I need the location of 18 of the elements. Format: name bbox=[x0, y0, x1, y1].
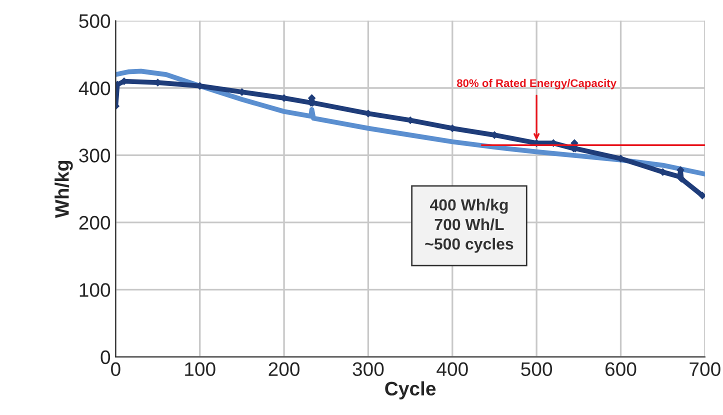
y-tick-label: 400 bbox=[78, 81, 110, 96]
x-tick-label: 600 bbox=[606, 362, 636, 376]
y-tick-label: 0 bbox=[100, 350, 110, 364]
x-tick-label: 700 bbox=[690, 362, 720, 376]
y-tick-label: 500 bbox=[79, 14, 110, 28]
annotation: 80% of Rated Energy/Capacity bbox=[456, 78, 616, 90]
x-tick-label: 500 bbox=[521, 362, 552, 376]
y-tick-label: 300 bbox=[79, 148, 110, 162]
x-tick-label: 100 bbox=[185, 362, 216, 376]
x-axis-title: Cycle bbox=[385, 381, 436, 400]
y-axis-title: Wh/kg bbox=[54, 160, 73, 218]
x-tick-label: 300 bbox=[352, 362, 384, 376]
x-tick-label: 400 bbox=[436, 362, 468, 376]
x-tick-label: 200 bbox=[268, 362, 300, 376]
y-tick-label: 100 bbox=[80, 283, 110, 297]
y-tick-label: 200 bbox=[79, 216, 110, 230]
x-tick-label: 0 bbox=[111, 362, 120, 376]
annotation: 400 Wh/kg 700 Wh/L ~500 cycles bbox=[425, 198, 514, 253]
